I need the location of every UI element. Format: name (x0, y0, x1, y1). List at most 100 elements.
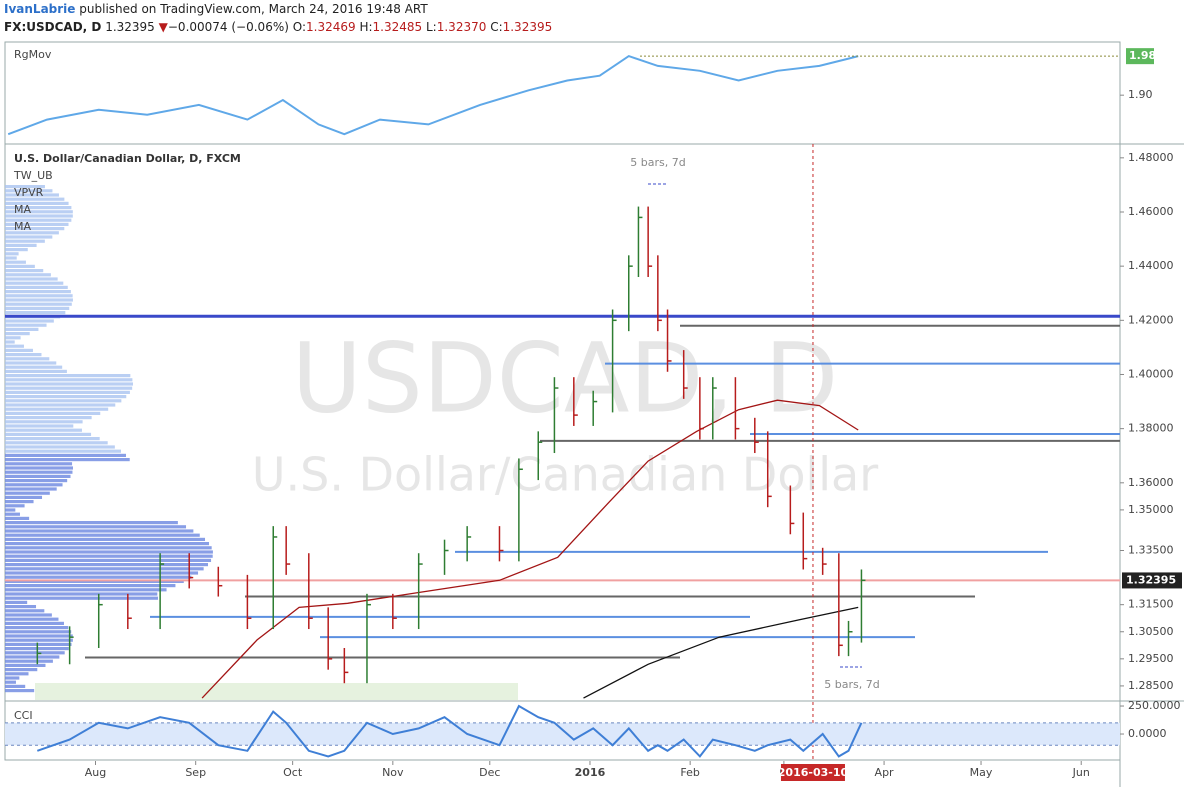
volume-profile-bar (5, 273, 51, 277)
volume-profile-bar (5, 365, 63, 369)
volume-profile-bar (5, 479, 68, 483)
volume-profile-bar (5, 491, 50, 495)
volume-profile-bar (5, 323, 47, 327)
x-tick-label: Dec (479, 766, 500, 779)
volume-profile-bar (5, 521, 178, 525)
volume-profile-bar (5, 470, 73, 474)
y-tick-label: 1.33500 (1128, 544, 1174, 557)
volume-profile-bar (5, 281, 64, 285)
series-line (36, 704, 863, 758)
volume-profile-bar (5, 630, 72, 634)
y-tick-label: 1.40000 (1128, 367, 1174, 380)
volume-profile-bar (5, 428, 82, 432)
volume-profile-bar (5, 634, 73, 638)
zone (35, 683, 518, 700)
y-tick-label: 1.38000 (1128, 422, 1174, 435)
volume-profile-bar (5, 453, 126, 457)
volume-profile-bar (5, 378, 133, 382)
volume-profile-bar (5, 584, 176, 588)
annotation: 5 bars, 7d (630, 156, 685, 169)
volume-profile-bar (5, 600, 28, 604)
volume-profile-bar (5, 239, 45, 243)
volume-profile-bar (5, 613, 52, 617)
volume-profile-bar (5, 466, 73, 470)
volume-profile-bar (5, 227, 65, 231)
watermark: USDCAD, D (292, 322, 839, 434)
volume-profile-bar (5, 340, 15, 344)
volume-profile-bar (5, 344, 24, 348)
published: published on TradingView.com, March 24, … (79, 2, 428, 16)
x-tick-label: Oct (283, 766, 303, 779)
last-price-badge (1122, 572, 1182, 589)
y-tick-label: 1.29500 (1128, 652, 1174, 665)
y-tick-label: 1.46000 (1128, 205, 1174, 218)
volume-profile-bar (5, 353, 42, 357)
volume-profile-bar (5, 243, 37, 247)
y-tick-label: 1.48000 (1128, 151, 1174, 164)
x-tick-label: May (970, 766, 993, 779)
volume-profile-bar (5, 319, 54, 323)
ohlc-label: C: (490, 20, 503, 34)
volume-profile-bar (5, 294, 73, 298)
volume-profile-bar (5, 311, 66, 315)
y-tick-label: 250.0000 (1128, 699, 1181, 712)
header: IvanLabrie published on TradingView.com,… (4, 0, 552, 36)
volume-profile-bar (5, 571, 199, 575)
volume-profile-bar (5, 617, 59, 621)
volume-profile-bar (5, 374, 131, 378)
volume-profile-bar (5, 638, 73, 642)
volume-profile-bar (5, 684, 26, 688)
volume-profile-bar (5, 407, 109, 411)
volume-profile-bar (5, 264, 35, 268)
volume-profile-bar (5, 672, 29, 676)
volume-profile-bar (5, 487, 57, 491)
x-tick-label: Sep (185, 766, 206, 779)
volume-profile-bar (5, 449, 121, 453)
ohlc-value: 1.32370 (436, 20, 487, 34)
ohlc-value: 1.32395 (502, 20, 553, 34)
volume-profile-bar (5, 302, 72, 306)
volume-profile-bar (5, 525, 187, 529)
series-line (7, 54, 859, 136)
volume-profile-bar (5, 390, 130, 394)
volume-profile-bar (5, 483, 63, 487)
volume-profile-bar (5, 277, 58, 281)
volume-profile-bar (5, 445, 115, 449)
volume-profile-bar (5, 269, 44, 273)
volume-profile-bar (5, 626, 69, 630)
ohlc-label: L: (426, 20, 437, 34)
volume-profile-bar (5, 411, 101, 415)
volume-profile-bar (5, 298, 73, 302)
volume-profile-bar (5, 327, 39, 331)
author-link[interactable]: IvanLabrie (4, 2, 76, 16)
y-tick-label: 0.0000 (1128, 727, 1167, 740)
cursor-badge (780, 764, 845, 781)
y-tick-label: 1.31500 (1128, 598, 1174, 611)
last-value-badge (1126, 48, 1154, 65)
symbol-line: FX:USDCAD, D 1.32395 ▼−0.00074 (−0.06%) … (4, 18, 552, 36)
volume-profile-bar (5, 592, 158, 596)
volume-profile-bar (5, 605, 37, 609)
volume-profile-bar (5, 676, 20, 680)
volume-profile-bar (5, 550, 213, 554)
volume-profile-bar (5, 361, 57, 365)
cursor-label: 2016-03-10 (778, 766, 849, 779)
volume-profile-bar (5, 252, 19, 256)
volume-profile-bar (5, 512, 20, 516)
volume-profile-bar (5, 516, 30, 520)
volume-profile-bar (5, 201, 69, 205)
y-tick-label: 1.90 (1128, 88, 1153, 101)
volume-profile-bar (5, 609, 45, 613)
volume-profile-bar (5, 193, 59, 197)
moving-average (583, 606, 859, 699)
volume-profile-bar (5, 537, 206, 541)
pane-title: CCI (14, 709, 33, 722)
volume-profile-bar (5, 462, 73, 466)
volume-profile-bar (5, 332, 30, 336)
x-tick-label: Aug (85, 766, 106, 779)
volume-profile-bar (5, 680, 16, 684)
volume-profile-bar (5, 668, 38, 672)
volume-profile-bar (5, 542, 210, 546)
